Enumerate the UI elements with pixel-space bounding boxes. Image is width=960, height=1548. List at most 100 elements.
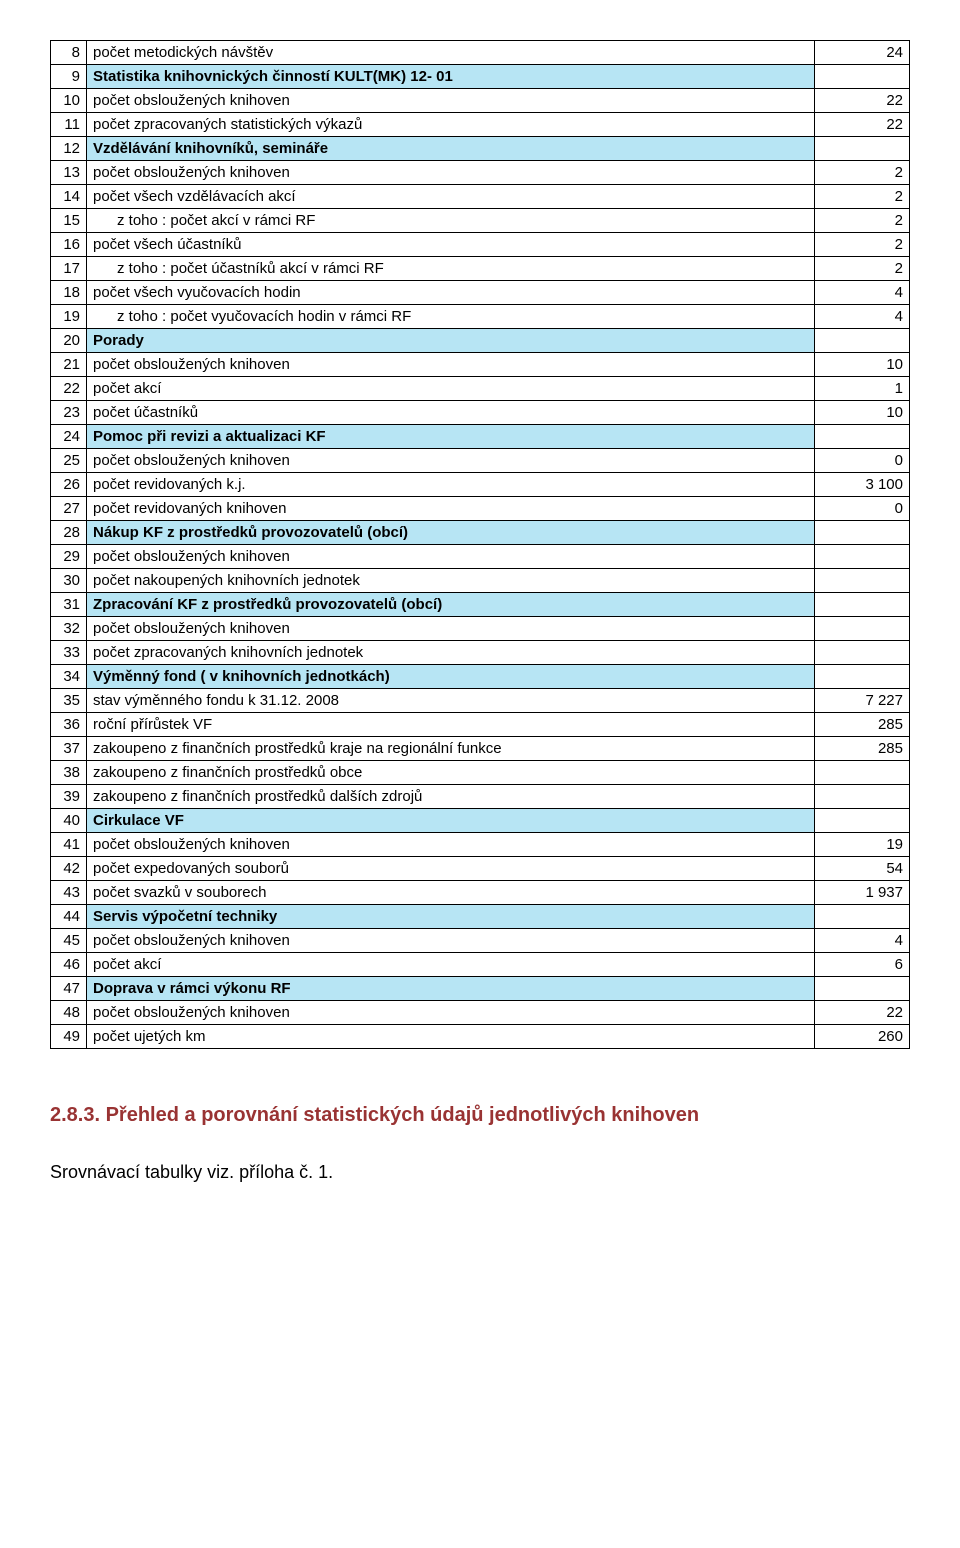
row-label: Vzdělávání knihovníků, semináře	[87, 137, 815, 161]
table-row: 32počet obsloužených knihoven	[51, 617, 910, 641]
row-label: z toho : počet účastníků akcí v rámci RF	[87, 257, 815, 281]
row-value: 285	[815, 713, 910, 737]
row-number: 39	[51, 785, 87, 809]
table-row: 13počet obsloužených knihoven2	[51, 161, 910, 185]
table-row: 26počet revidovaných k.j.3 100	[51, 473, 910, 497]
row-value: 1	[815, 377, 910, 401]
row-value: 0	[815, 449, 910, 473]
row-value: 54	[815, 857, 910, 881]
row-value: 4	[815, 305, 910, 329]
row-value	[815, 977, 910, 1001]
row-number: 8	[51, 41, 87, 65]
row-label: počet metodických návštěv	[87, 41, 815, 65]
table-row: 16počet všech účastníků2	[51, 233, 910, 257]
table-row: 20Porady	[51, 329, 910, 353]
table-row: 38zakoupeno z finančních prostředků obce	[51, 761, 910, 785]
table-row: 23počet účastníků10	[51, 401, 910, 425]
row-value: 22	[815, 89, 910, 113]
table-row: 17z toho : počet účastníků akcí v rámci …	[51, 257, 910, 281]
row-number: 34	[51, 665, 87, 689]
table-row: 19z toho : počet vyučovacích hodin v rám…	[51, 305, 910, 329]
row-number: 12	[51, 137, 87, 161]
table-row: 24Pomoc při revizi a aktualizaci KF	[51, 425, 910, 449]
row-value: 260	[815, 1025, 910, 1049]
row-value	[815, 809, 910, 833]
table-row: 27počet revidovaných knihoven0	[51, 497, 910, 521]
table-row: 37zakoupeno z finančních prostředků kraj…	[51, 737, 910, 761]
row-value	[815, 329, 910, 353]
row-label: počet revidovaných knihoven	[87, 497, 815, 521]
row-label: počet revidovaných k.j.	[87, 473, 815, 497]
row-number: 13	[51, 161, 87, 185]
table-row: 47Doprava v rámci výkonu RF	[51, 977, 910, 1001]
row-label: počet obsloužených knihoven	[87, 617, 815, 641]
row-value	[815, 593, 910, 617]
table-row: 41počet obsloužených knihoven19	[51, 833, 910, 857]
row-value: 2	[815, 233, 910, 257]
row-label: počet zpracovaných statistických výkazů	[87, 113, 815, 137]
row-value	[815, 617, 910, 641]
row-number: 17	[51, 257, 87, 281]
table-row: 40Cirkulace VF	[51, 809, 910, 833]
table-row: 9Statistika knihovnických činností KULT(…	[51, 65, 910, 89]
row-number: 25	[51, 449, 87, 473]
table-row: 46počet akcí6	[51, 953, 910, 977]
row-label: počet svazků v souborech	[87, 881, 815, 905]
row-label: Zpracování KF z prostředků provozovatelů…	[87, 593, 815, 617]
row-number: 21	[51, 353, 87, 377]
row-value	[815, 65, 910, 89]
table-row: 21počet obsloužených knihoven10	[51, 353, 910, 377]
row-number: 43	[51, 881, 87, 905]
table-row: 42počet expedovaných souborů54	[51, 857, 910, 881]
table-row: 15z toho : počet akcí v rámci RF2	[51, 209, 910, 233]
row-value: 22	[815, 1001, 910, 1025]
table-row: 10počet obsloužených knihoven22	[51, 89, 910, 113]
row-number: 45	[51, 929, 87, 953]
row-number: 38	[51, 761, 87, 785]
row-label: počet obsloužených knihoven	[87, 449, 815, 473]
row-label: počet všech účastníků	[87, 233, 815, 257]
row-value: 4	[815, 929, 910, 953]
row-value: 1 937	[815, 881, 910, 905]
row-label: počet všech vzdělávacích akcí	[87, 185, 815, 209]
row-value	[815, 425, 910, 449]
row-number: 33	[51, 641, 87, 665]
row-number: 29	[51, 545, 87, 569]
row-label: počet obsloužených knihoven	[87, 833, 815, 857]
row-number: 30	[51, 569, 87, 593]
table-row: 33počet zpracovaných knihovních jednotek	[51, 641, 910, 665]
row-value: 2	[815, 185, 910, 209]
row-number: 18	[51, 281, 87, 305]
row-label: počet obsloužených knihoven	[87, 1001, 815, 1025]
row-label: stav výměnného fondu k 31.12. 2008	[87, 689, 815, 713]
row-value: 24	[815, 41, 910, 65]
row-number: 23	[51, 401, 87, 425]
row-value: 0	[815, 497, 910, 521]
row-label: Doprava v rámci výkonu RF	[87, 977, 815, 1001]
row-label: počet akcí	[87, 377, 815, 401]
table-row: 18počet všech vyučovacích hodin4	[51, 281, 910, 305]
row-value	[815, 521, 910, 545]
footer-note: Srovnávací tabulky viz. příloha č. 1.	[50, 1162, 910, 1183]
row-number: 22	[51, 377, 87, 401]
row-number: 27	[51, 497, 87, 521]
row-label: Cirkulace VF	[87, 809, 815, 833]
row-label: počet obsloužených knihoven	[87, 89, 815, 113]
row-value	[815, 641, 910, 665]
row-value	[815, 137, 910, 161]
row-number: 42	[51, 857, 87, 881]
row-number: 31	[51, 593, 87, 617]
row-label: počet obsloužených knihoven	[87, 353, 815, 377]
row-label: počet všech vyučovacích hodin	[87, 281, 815, 305]
table-row: 35stav výměnného fondu k 31.12. 20087 22…	[51, 689, 910, 713]
table-row: 14počet všech vzdělávacích akcí2	[51, 185, 910, 209]
row-label: počet expedovaných souborů	[87, 857, 815, 881]
row-number: 48	[51, 1001, 87, 1025]
row-value	[815, 545, 910, 569]
row-number: 36	[51, 713, 87, 737]
row-number: 44	[51, 905, 87, 929]
table-row: 25počet obsloužených knihoven0	[51, 449, 910, 473]
row-label: Porady	[87, 329, 815, 353]
row-label: Výměnný fond ( v knihovních jednotkách)	[87, 665, 815, 689]
row-number: 40	[51, 809, 87, 833]
